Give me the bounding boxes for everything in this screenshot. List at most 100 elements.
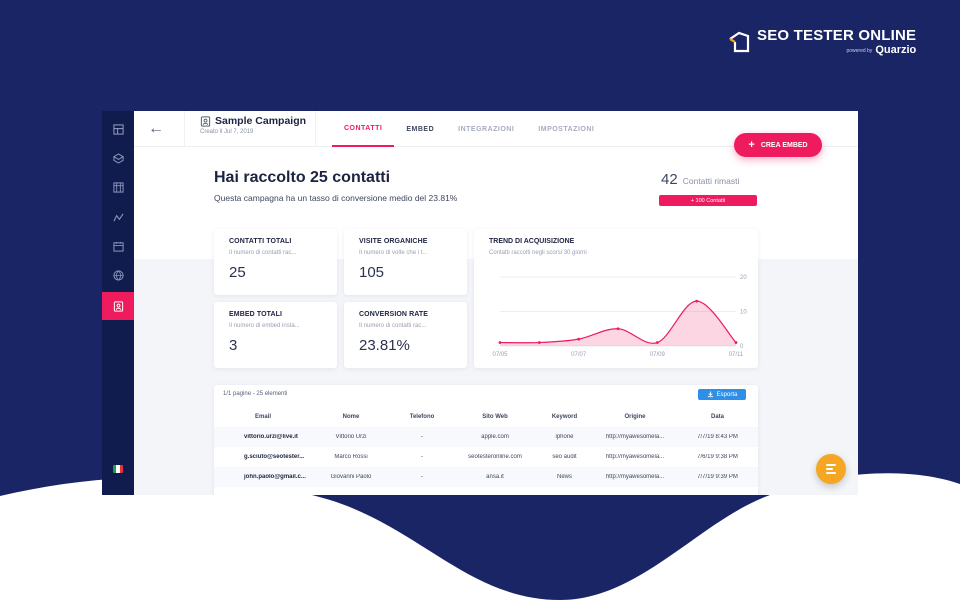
cell-email: g.sciuto@seotester...	[244, 454, 305, 460]
column-header-website[interactable]: Sito Web	[482, 414, 508, 420]
chat-icon	[826, 464, 836, 474]
stat-title: EMBED TOTALI	[229, 311, 283, 318]
y-tick-label: 0	[740, 344, 744, 350]
stat-desc: Il numero di contatti rac...	[229, 250, 297, 256]
pagination-info: 1/1 pagine - 25 elementi	[223, 391, 288, 397]
divider	[184, 111, 185, 147]
column-header-date[interactable]: Data	[710, 414, 724, 420]
tab-bar: CONTATTI EMBED INTEGRAZIONI IMPOSTAZIONI	[332, 111, 606, 147]
cell-keyword: iphone	[555, 434, 574, 440]
x-tick-label: 07/09	[650, 352, 666, 358]
chart-title: TREND DI ACQUISIZIONE	[489, 238, 575, 245]
sidebar-item-tools[interactable]	[102, 173, 134, 201]
divider	[315, 111, 316, 147]
partner-logo: Quarzio	[875, 44, 917, 56]
stat-title: VISITE ORGANICHE	[359, 238, 428, 245]
contacts-icon	[113, 300, 123, 312]
logo-icon	[729, 31, 750, 53]
chat-button[interactable]	[816, 454, 846, 484]
cell-name: Marco Rossi	[334, 454, 368, 460]
main-content: Hai raccolto 25 contatti Questa campagna…	[134, 133, 858, 495]
series-area	[500, 301, 736, 346]
remaining-label: Contatti rimasti	[682, 176, 740, 186]
create-embed-button[interactable]: + CREA EMBED	[734, 133, 822, 157]
cell-email: john.paolo@gmail.c...	[244, 474, 306, 480]
export-button[interactable]: Esporta	[698, 389, 746, 400]
cell-name: Vittorio Urzi	[335, 434, 367, 440]
campaign-date: Creato il Jul 7, 2019	[200, 129, 254, 135]
layout-icon	[112, 123, 124, 135]
chart-subtitle: Contatti raccolti negli scorsi 30 giorni	[489, 250, 587, 256]
trend-chart: 0 10 20 07/05 07/07 07/09 07/11	[492, 275, 747, 358]
cell-date: 7/7/19 9:39 PM	[697, 474, 738, 480]
sidebar-item-global[interactable]	[102, 261, 134, 289]
table-row[interactable]: john.paolo@gmail.c... Giovanni Paolo - a…	[214, 467, 758, 487]
brand-name: SEO TESTER ONLINE	[757, 27, 917, 44]
brand-logo: SEO TESTER ONLINE powered by Quarzio	[727, 28, 916, 56]
stat-value: 3	[229, 337, 238, 354]
tab-embed[interactable]: EMBED	[406, 125, 435, 133]
export-label: Esporta	[716, 391, 738, 398]
y-tick-label: 10	[740, 310, 747, 316]
stat-title: CONTATTI TOTALI	[229, 238, 292, 245]
remaining-contacts: 42 Contatti rimasti	[661, 171, 739, 188]
x-tick-label: 07/07	[571, 352, 587, 358]
powered-by: powered by	[846, 47, 873, 54]
app-window: ← Sample Campaign Creato il Jul 7, 2019 …	[102, 111, 858, 495]
campaign-header: Sample Campaign Creato il Jul 7, 2019	[200, 115, 306, 135]
cell-website: ansa.it	[486, 474, 504, 480]
stat-desc: Il numero di contatti rac...	[359, 323, 427, 329]
y-tick-label: 20	[740, 275, 747, 281]
data-point	[734, 341, 738, 344]
sidebar-item-leads[interactable]	[102, 292, 134, 320]
tab-contatti[interactable]: CONTATTI	[332, 111, 395, 147]
create-embed-label: CREA EMBED	[760, 141, 808, 149]
cell-date: 7/6/19 9:38 PM	[697, 454, 738, 460]
stat-title: CONVERSION RATE	[359, 311, 429, 318]
page-subtitle: Questa campagna ha un tasso di conversio…	[214, 193, 458, 203]
plus-icon: +	[748, 139, 755, 151]
column-header-phone[interactable]: Telefono	[409, 414, 435, 420]
cell-email: vittorio.urzi@live.it	[244, 434, 298, 440]
contacts-table: 1/1 pagine - 25 elementi Esporta Email N…	[214, 385, 758, 495]
cell-website: seotesteronline.com	[468, 454, 522, 460]
stat-desc: Il numero di embed insta...	[229, 323, 300, 329]
download-icon	[707, 391, 713, 398]
box-icon	[112, 152, 124, 164]
back-arrow-icon[interactable]: ←	[148, 120, 164, 137]
stat-value: 105	[359, 264, 385, 281]
sidebar-item-dashboard[interactable]	[102, 115, 134, 143]
trend-chart-card: TREND DI ACQUISIZIONE Contatti raccolti …	[474, 229, 758, 368]
calendar-icon	[112, 241, 124, 252]
cell-phone: -	[421, 434, 423, 440]
cell-phone: -	[421, 474, 423, 480]
data-point	[616, 327, 620, 331]
sidebar-rail	[102, 111, 134, 495]
column-header-email[interactable]: Email	[254, 414, 271, 420]
sidebar-item-analytics[interactable]	[102, 203, 134, 231]
sidebar-item-calendar[interactable]	[102, 232, 134, 260]
data-point	[655, 341, 659, 344]
activity-icon	[112, 213, 124, 221]
cell-origin: http://myawesomela...	[605, 434, 665, 440]
column-header-name[interactable]: Nome	[342, 414, 360, 420]
stat-card-total-contacts: CONTATTI TOTALI Il numero di contatti ra…	[214, 229, 337, 295]
cell-name: Giovanni Paolo	[330, 474, 372, 480]
tab-impostazioni[interactable]: IMPOSTAZIONI	[538, 125, 595, 133]
grid-icon	[112, 181, 124, 193]
data-point	[537, 341, 541, 344]
table-row[interactable]: vittorio.urzi@live.it Vittorio Urzi - ap…	[214, 427, 758, 447]
table-row[interactable]: g.sciuto@seotester... Marco Rossi - seot…	[214, 447, 758, 467]
table-header: Email Nome Telefono Sito Web Keyword Ori…	[214, 407, 758, 427]
data-point	[577, 337, 581, 341]
italy-flag-icon[interactable]	[113, 465, 123, 473]
tab-integrazioni[interactable]: INTEGRAZIONI	[458, 125, 515, 133]
column-header-origin[interactable]: Origine	[624, 414, 646, 420]
stat-card-organic-visits: VISITE ORGANICHE Il numero di volte che …	[344, 229, 467, 295]
page-title: Hai raccolto 25 contatti	[214, 169, 391, 186]
column-header-keyword[interactable]: Keyword	[551, 414, 578, 420]
add-contacts-button[interactable]: + 100 Contatti	[659, 195, 757, 206]
stat-value: 25	[229, 264, 246, 281]
sidebar-item-projects[interactable]	[102, 144, 134, 172]
contacts-icon	[200, 115, 211, 127]
